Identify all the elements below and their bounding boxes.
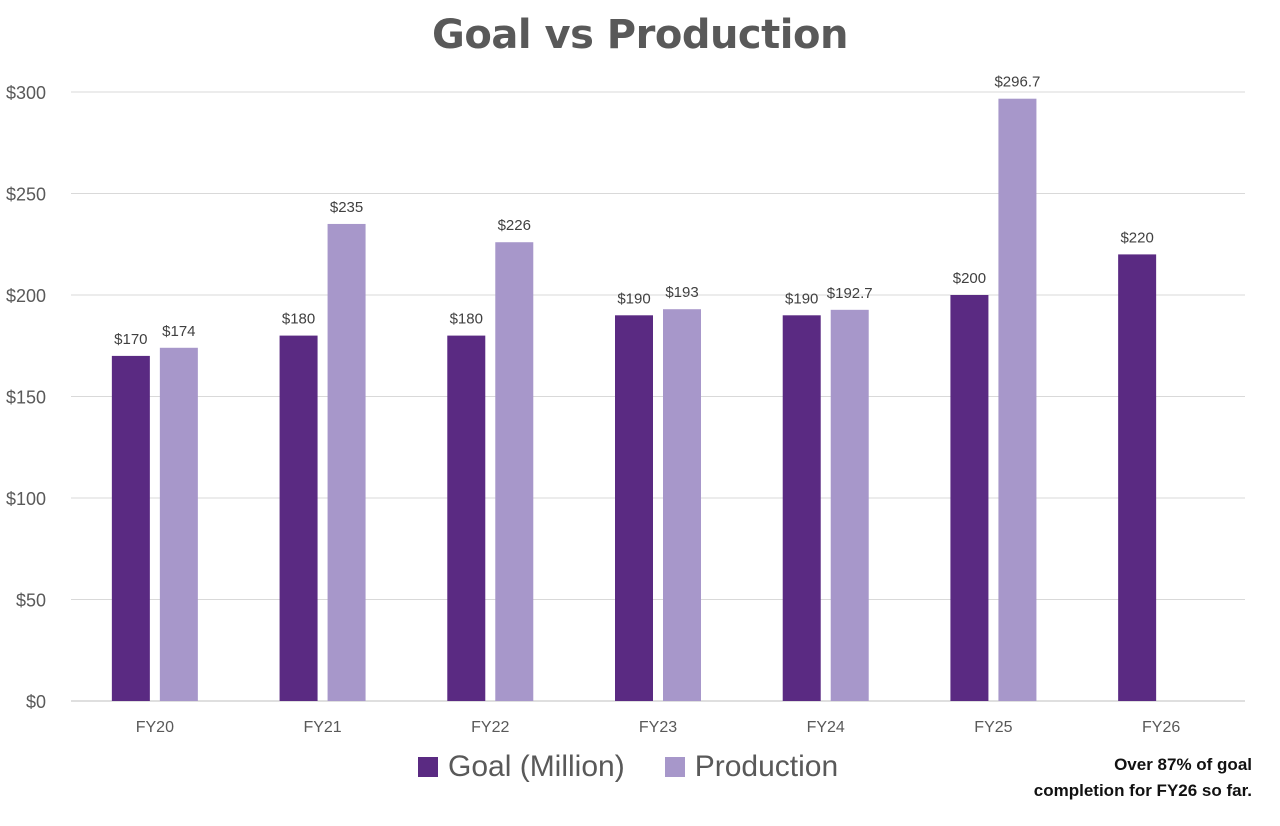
data-label: $190	[617, 290, 650, 307]
data-label: $180	[450, 311, 483, 328]
y-tick-label: $200	[6, 286, 46, 306]
x-tick-label: FY21	[303, 719, 341, 736]
bar-production	[327, 223, 366, 701]
annotation-line-2: completion for FY26 so far.	[1033, 781, 1252, 800]
x-tick-label: FY20	[136, 719, 174, 736]
bar-goal	[447, 335, 486, 701]
data-label: $170	[114, 331, 147, 348]
bar-production	[159, 347, 198, 701]
data-label: $296.7	[994, 74, 1040, 91]
bar-goal	[111, 355, 150, 701]
bar-production	[495, 242, 534, 701]
legend-label-goal: Goal (Million)	[448, 750, 625, 783]
bar-production	[998, 98, 1037, 702]
annotation-note: Over 87% of goal completion for FY26 so …	[1034, 752, 1252, 804]
chart-title: Goal vs Production	[432, 12, 848, 58]
bar-chart: $0 $50 $100 $150 $200 $250 $300 FY20 $170 $174 FY2…	[6, 74, 1245, 736]
legend-swatch-production	[664, 757, 685, 777]
bar-goal	[279, 335, 318, 701]
data-label: $190	[785, 290, 818, 307]
legend: Goal (Million) Production	[418, 750, 878, 784]
bar-goal	[782, 315, 821, 701]
annotation-line-1: Over 87% of goal	[1114, 755, 1252, 774]
y-tick-label: $100	[6, 489, 46, 509]
y-tick-label: $150	[6, 388, 46, 408]
bar-goal	[950, 295, 989, 701]
legend-swatch-goal	[418, 757, 438, 777]
x-tick-label: FY25	[974, 719, 1012, 736]
x-tick-label: FY24	[807, 719, 845, 736]
data-label: $193	[665, 284, 698, 301]
data-label: $226	[498, 217, 531, 234]
data-label: $192.7	[827, 285, 873, 302]
x-tick-label: FY22	[471, 719, 509, 736]
legend-item-production: Production	[664, 750, 839, 784]
bar-goal	[615, 315, 653, 701]
x-tick-label: FY23	[639, 719, 677, 736]
y-tick-label: $0	[26, 692, 46, 712]
y-tick-label: $50	[16, 591, 46, 611]
bar-production	[830, 309, 869, 701]
y-tick-label: $250	[6, 185, 46, 205]
bar-goal	[1118, 254, 1157, 701]
x-tick-label: FY26	[1142, 719, 1180, 736]
data-label: $235	[330, 199, 363, 216]
data-label: $200	[953, 270, 986, 287]
legend-item-goal: Goal (Million)	[418, 750, 625, 784]
data-label: $174	[162, 323, 195, 340]
data-label: $220	[1120, 229, 1153, 246]
data-label: $180	[282, 311, 315, 328]
bar-production	[663, 309, 701, 701]
legend-label-production: Production	[694, 750, 839, 783]
y-tick-label: $300	[6, 83, 46, 103]
